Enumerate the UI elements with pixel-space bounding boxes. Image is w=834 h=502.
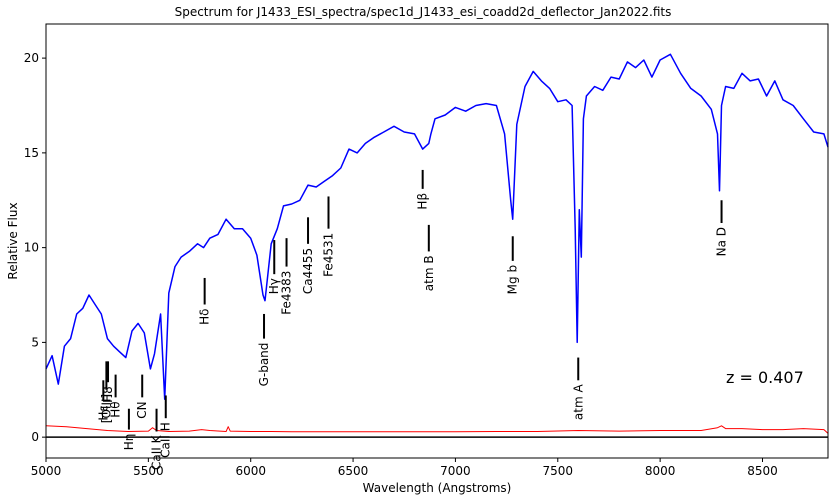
y-tick-label: 15 (24, 146, 39, 160)
line-marker-label: G-band (257, 343, 271, 387)
x-tick-label: 6000 (235, 464, 266, 478)
line-marker-label: Hδ (198, 308, 212, 324)
line-marker: G-band (257, 313, 271, 387)
y-tick-label: 5 (31, 335, 39, 349)
x-tick-label: 8500 (747, 464, 778, 478)
line-marker-label: Mg b (506, 265, 520, 294)
line-marker-label: atm B (422, 255, 436, 291)
line-marker-label: Hβ (416, 193, 430, 210)
x-axis-ticks: 5000 5500 6000 6500 7000 7500 8000 8500 (31, 458, 778, 478)
line-marker: [OIII] (99, 361, 113, 423)
error-series (45, 425, 829, 434)
line-marker: Fe4531 (322, 196, 336, 277)
line-marker-label: CN (135, 401, 149, 418)
y-tick-label: 10 (24, 241, 39, 255)
line-marker: atm B (422, 224, 436, 291)
chart-title: Spectrum for J1433_ESI_spectra/spec1d_J1… (175, 5, 672, 19)
line-marker-label: Hγ (267, 278, 281, 294)
plot-frame (45, 23, 829, 459)
line-marker: atm A (571, 357, 585, 421)
line-marker: Hδ (198, 277, 212, 325)
line-marker-label: atm A (571, 384, 585, 421)
line-marker: CaII H (159, 395, 173, 458)
line-marker-label: CaII K (150, 434, 164, 470)
x-tick-label: 7500 (543, 464, 574, 478)
line-marker-label: [OIII] (99, 394, 113, 423)
x-tick-label: 5500 (133, 464, 164, 478)
line-marker: Ca4455 (301, 217, 315, 294)
line-marker: CN (135, 374, 149, 419)
line-marker-label: Hθ (109, 401, 123, 417)
x-tick-label: 8000 (645, 464, 676, 478)
y-tick-label: 20 (24, 51, 39, 65)
line-marker: CaII K (150, 408, 164, 470)
y-axis-ticks: 0 5 10 15 20 (24, 51, 46, 444)
y-axis-label: Relative Flux (6, 202, 20, 279)
line-marker-label: Ca4455 (301, 248, 315, 294)
line-marker: Hβ (416, 169, 430, 210)
line-marker-label: CaII H (159, 422, 173, 458)
line-marker: Mg b (506, 236, 520, 294)
line-marker: Hη (122, 408, 136, 451)
line-marker: H8 (101, 361, 115, 403)
x-tick-label: 5000 (31, 464, 62, 478)
line-marker: Hγ (267, 240, 281, 294)
line-marker: Hε (96, 380, 110, 421)
flux-series (45, 53, 829, 400)
line-marker-label: H8 (101, 386, 115, 403)
line-marker: Fe4383 (280, 238, 294, 315)
redshift-annotation: z = 0.407 (726, 368, 804, 387)
line-marker-label: Hη (122, 434, 136, 451)
x-tick-label: 7000 (440, 464, 471, 478)
x-axis-label: Wavelength (Angstroms) (363, 481, 512, 495)
error-line (45, 425, 829, 434)
y-tick-label: 0 (31, 430, 39, 444)
line-marker-label: Na D (715, 227, 729, 256)
line-marker-label: Fe4531 (322, 233, 336, 277)
line-marker-label: Hε (96, 405, 110, 421)
flux-line (45, 53, 829, 400)
x-tick-label: 6500 (338, 464, 369, 478)
line-marker: Na D (715, 200, 729, 256)
line-marker: Hθ (109, 374, 123, 418)
line-marker-label: Fe4383 (280, 271, 294, 315)
